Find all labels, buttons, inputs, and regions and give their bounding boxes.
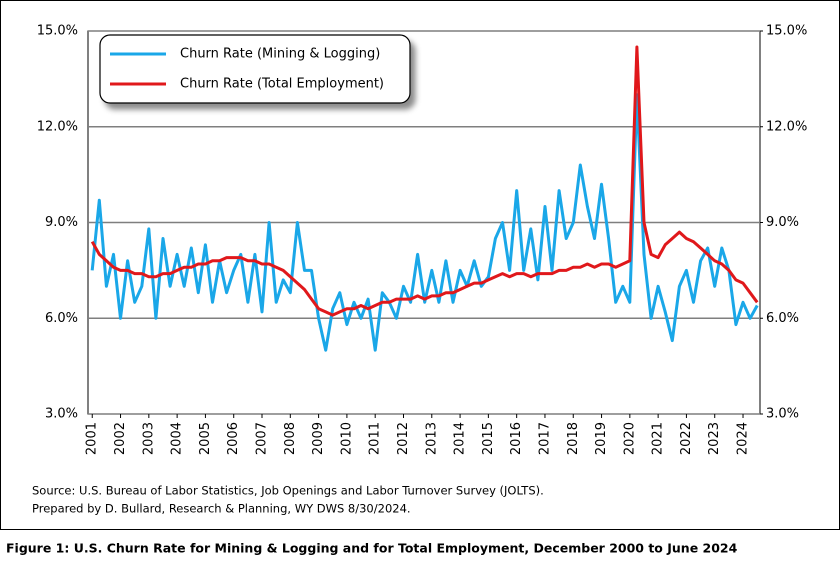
x-tick-label: 2002 [113, 422, 128, 455]
x-tick-label: 2017 [537, 422, 552, 455]
x-tick-label: 2013 [424, 422, 439, 455]
x-tick-label: 2018 [566, 422, 581, 455]
legend-label: Churn Rate (Mining & Logging) [180, 47, 380, 62]
series-line [90, 45, 759, 317]
x-tick-label: 2004 [170, 422, 185, 455]
y2-tick-label: 9.0% [766, 215, 799, 230]
source-note: Source: U.S. Bureau of Labor Statistics,… [32, 484, 544, 498]
x-tick-label: 2021 [651, 422, 666, 455]
y-tick-label: 6.0% [45, 311, 78, 326]
x-tick-label: 2014 [453, 422, 468, 455]
y-tick-label: 15.0% [37, 24, 78, 39]
x-tick-label: 2011 [368, 422, 383, 455]
x-tick-label: 2023 [707, 422, 722, 455]
x-tick-label: 2006 [226, 422, 241, 455]
x-tick-label: 2020 [622, 422, 637, 455]
y-tick-label: 12.0% [37, 119, 78, 134]
y-tick-label: 3.0% [45, 407, 78, 422]
x-tick-label: 2008 [283, 422, 298, 455]
x-tick-label: 2009 [311, 422, 326, 455]
series-line [90, 93, 759, 352]
x-tick-label: 2001 [85, 422, 100, 455]
figure-caption: Figure 1: U.S. Churn Rate for Mining & L… [6, 541, 738, 556]
x-tick-label: 2005 [198, 422, 213, 455]
legend-label: Churn Rate (Total Employment) [180, 77, 384, 92]
legend-box [99, 34, 411, 104]
x-tick-label: 2012 [396, 422, 411, 455]
x-tick-label: 2007 [255, 422, 270, 455]
x-tick-label: 2003 [141, 422, 156, 455]
prepared-note: Prepared by D. Bullard, Research & Plann… [32, 502, 411, 516]
x-tick-label: 2015 [481, 422, 496, 455]
x-tick-label: 2016 [509, 422, 524, 455]
x-tick-label: 2010 [339, 422, 354, 455]
y2-tick-label: 3.0% [766, 407, 799, 422]
x-tick-label: 2019 [594, 422, 609, 455]
y-tick-label: 9.0% [45, 215, 78, 230]
y2-tick-label: 12.0% [766, 119, 807, 134]
x-tick-label: 2024 [736, 422, 751, 455]
x-tick-label: 2022 [679, 422, 694, 455]
y2-tick-label: 6.0% [766, 311, 799, 326]
y2-tick-label: 15.0% [766, 24, 807, 39]
